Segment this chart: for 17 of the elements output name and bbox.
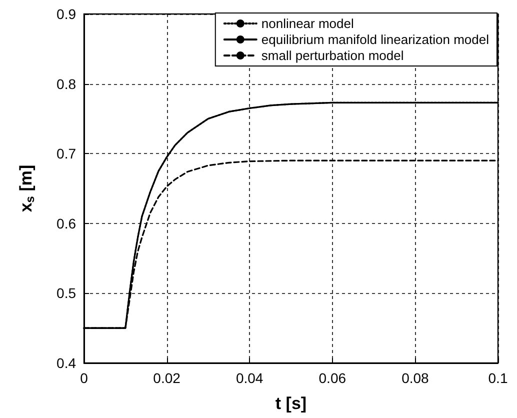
y-tick-label: 0.6 xyxy=(56,215,76,232)
x-tick-label: 0.02 xyxy=(153,370,181,386)
x-tick-label: 0.08 xyxy=(402,370,430,386)
y-tick-label: 0.8 xyxy=(56,76,76,92)
y-tick-label: 0.5 xyxy=(56,285,76,302)
y-tick-label: 0.7 xyxy=(56,146,76,162)
x-tick-label: 0 xyxy=(80,370,88,386)
x-axis-title: t [s] xyxy=(275,394,307,413)
x-tick-label: 0.1 xyxy=(488,370,508,386)
legend-label: nonlinear model xyxy=(261,16,354,31)
y-axis-title: xs [m] xyxy=(16,164,37,212)
y-tick-label: 0.9 xyxy=(56,6,76,22)
legend-label: equilibrium manifold linearization model xyxy=(261,32,490,47)
x-tick-label: 0.06 xyxy=(318,370,346,386)
x-tick-label: 0.04 xyxy=(236,370,264,386)
legend-label: small perturbation model xyxy=(261,48,404,63)
y-tick-label: 0.4 xyxy=(56,355,76,371)
